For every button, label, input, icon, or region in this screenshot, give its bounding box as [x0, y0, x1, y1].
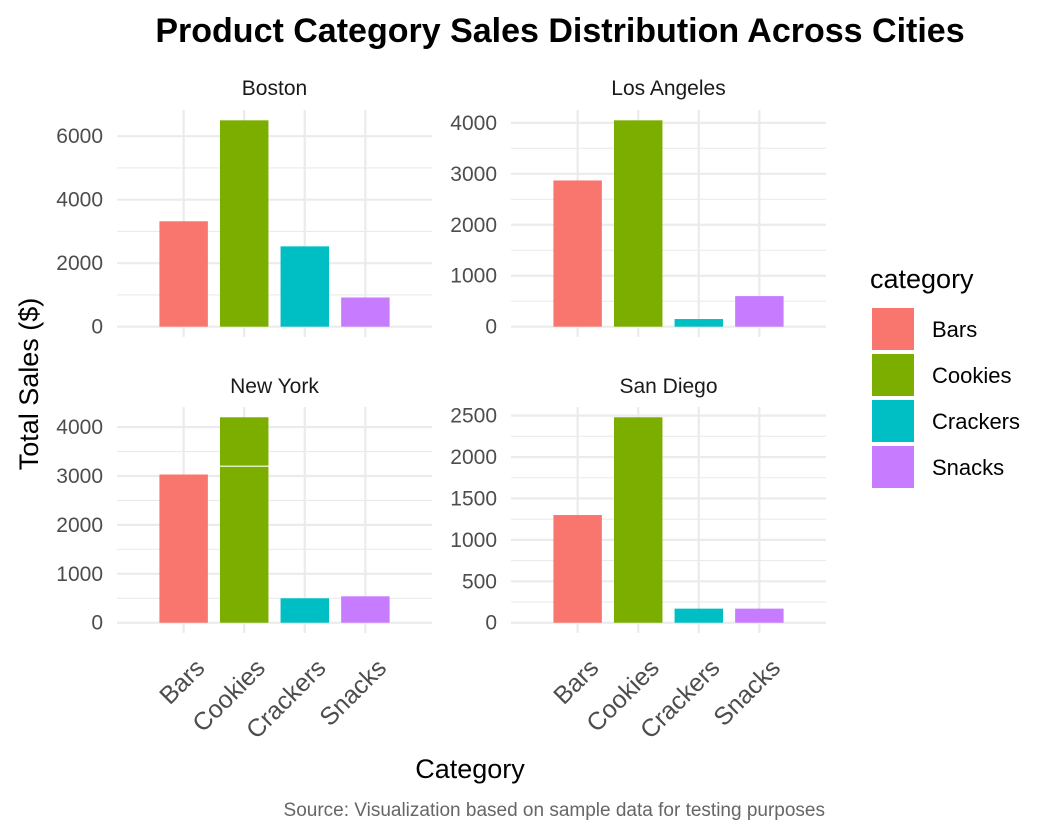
- y-tick-label: 0: [485, 316, 497, 339]
- y-tick-label: 4000: [450, 112, 497, 135]
- y-tick-label: 1000: [450, 529, 497, 552]
- y-tick-label: 2500: [450, 405, 497, 428]
- legend-label: Bars: [932, 317, 977, 342]
- legend-key-snacks: [872, 446, 914, 488]
- legend-title: category: [870, 264, 974, 294]
- legend-label: Snacks: [932, 455, 1004, 480]
- y-tick-label: 1000: [56, 563, 103, 586]
- legend-label: Cookies: [932, 363, 1011, 388]
- facet-panel-los-angeles: 0 1000 2000 3000 4000 Los Angeles: [450, 77, 826, 339]
- chart-title: Product Category Sales Distribution Acro…: [155, 12, 964, 50]
- y-tick-label: 2000: [450, 446, 497, 469]
- bar-new-york-crackers: [280, 598, 330, 623]
- legend-label: Crackers: [932, 409, 1020, 434]
- y-tick-label: 1500: [450, 487, 497, 510]
- bar-san-diego-cookies: [613, 417, 663, 623]
- y-tick-label: 4000: [56, 416, 103, 439]
- facet-strip-label: San Diego: [619, 375, 717, 398]
- bar-san-diego-snacks: [735, 608, 784, 623]
- legend: category Bars Cookies Crackers Snacks: [870, 264, 1020, 488]
- x-tick-label: Snacks: [708, 654, 786, 732]
- y-tick-label: 2000: [56, 514, 103, 537]
- bar-los-angeles-bars: [553, 180, 602, 327]
- facet-panels: 0 2000 4000 6000 Boston 0 1000 2000 3000 4000 Los …: [56, 77, 826, 744]
- bar-boston-snacks: [341, 297, 390, 327]
- bar-new-york-snacks: [341, 596, 390, 623]
- legend-key-crackers: [872, 400, 914, 442]
- y-tick-label: 6000: [56, 125, 103, 148]
- x-tick-label: Bars: [154, 654, 210, 710]
- y-tick-label: 3000: [450, 163, 497, 186]
- y-axis-title: Total Sales ($): [14, 298, 44, 471]
- bar-boston-bars: [159, 221, 208, 327]
- y-tick-label: 3000: [56, 465, 103, 488]
- y-tick-label: 1000: [450, 265, 497, 288]
- y-tick-label: 2000: [56, 252, 103, 275]
- bar-los-angeles-crackers: [674, 319, 724, 327]
- facet-panel-boston: 0 2000 4000 6000 Boston: [56, 77, 432, 339]
- y-tick-label: 0: [91, 316, 103, 339]
- y-tick-label: 500: [462, 570, 497, 593]
- x-tick-label: Bars: [548, 654, 604, 710]
- y-tick-label: 4000: [56, 189, 103, 212]
- bar-new-york-cookies: [219, 417, 269, 623]
- bar-los-angeles-snacks: [735, 296, 784, 327]
- y-tick-label: 0: [91, 612, 103, 635]
- x-axis-title: Category: [415, 754, 525, 784]
- bar-boston-cookies: [219, 120, 269, 327]
- x-tick-label: Snacks: [314, 654, 392, 732]
- facet-strip-label: Boston: [242, 77, 307, 100]
- y-tick-label: 2000: [450, 214, 497, 237]
- bar-los-angeles-cookies: [613, 120, 663, 327]
- bar-boston-crackers: [280, 246, 330, 327]
- bar-san-diego-bars: [553, 515, 602, 623]
- chart-caption: Source: Visualization based on sample da…: [284, 800, 825, 821]
- facet-strip-label: New York: [230, 375, 319, 398]
- bar-new-york-bars: [159, 474, 208, 623]
- bar-san-diego-crackers: [674, 608, 724, 623]
- legend-key-bars: [872, 308, 914, 350]
- facet-strip-label: Los Angeles: [611, 77, 725, 100]
- legend-key-cookies: [872, 354, 914, 396]
- y-tick-label: 0: [485, 612, 497, 635]
